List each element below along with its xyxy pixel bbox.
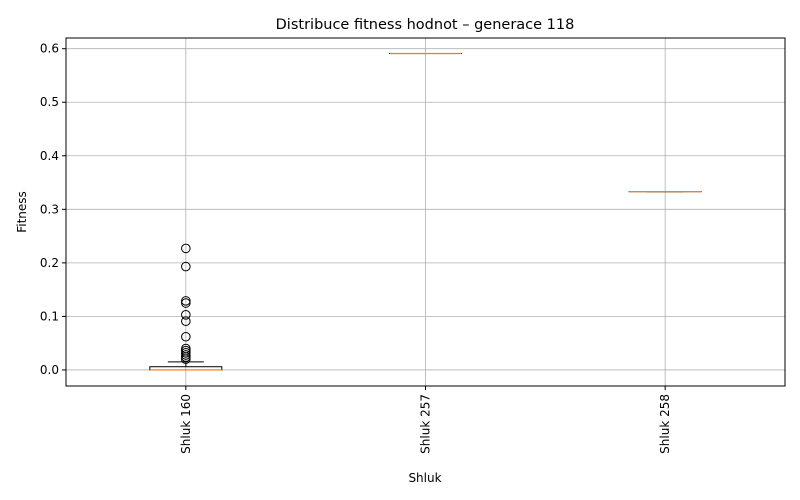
x-axis-title: Shluk (408, 471, 441, 485)
outlier-point (181, 316, 191, 327)
chart-title: Distribuce fitness hodnot – generace 118 (276, 17, 575, 33)
y-tick-label: 0.6 (40, 42, 59, 56)
outlier-point (181, 343, 191, 354)
x-axis: Shluk 160 Shluk 257 Shluk 258 (179, 386, 672, 454)
outlier-point (181, 345, 191, 356)
outlier-point (181, 261, 191, 272)
plot-area (149, 52, 702, 371)
outlier-point (181, 298, 191, 308)
outlier-point (181, 243, 191, 254)
y-tick-label: 0.0 (40, 363, 59, 377)
outlier-point (181, 331, 191, 342)
grid (66, 38, 785, 386)
y-tick-label: 0.1 (40, 309, 59, 323)
y-axis-title: Fitness (15, 191, 29, 233)
y-tick-label: 0.5 (40, 95, 59, 109)
x-tick-label: Shluk 258 (658, 394, 672, 454)
box-group (149, 243, 223, 371)
outlier-point (181, 350, 191, 360)
y-tick-label: 0.3 (40, 202, 59, 216)
x-tick-label: Shluk 257 (419, 394, 433, 454)
y-tick-label: 0.2 (40, 256, 59, 270)
outlier-point (181, 348, 191, 358)
outlier-point (181, 296, 191, 306)
outlier-point (181, 309, 191, 320)
x-tick-label: Shluk 160 (179, 394, 193, 454)
y-tick-label: 0.4 (40, 149, 59, 163)
y-axis: 0.0 0.1 0.2 0.3 0.4 0.5 0.6 (40, 42, 66, 377)
